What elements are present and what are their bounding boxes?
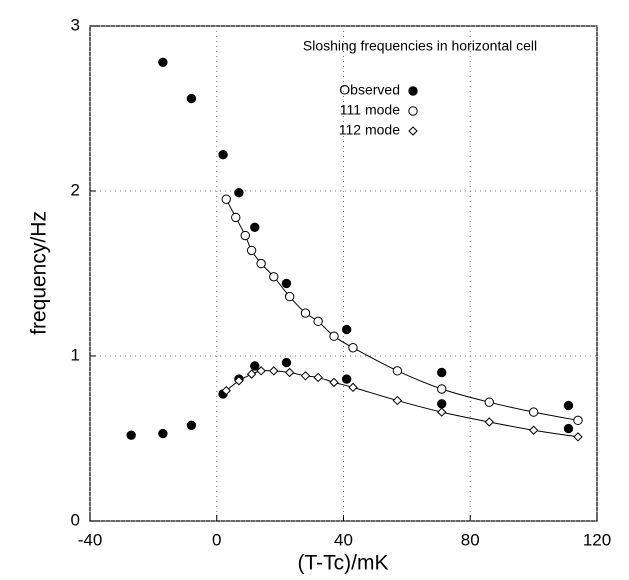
marker — [329, 331, 339, 341]
x-tick-label: 120 — [583, 530, 611, 549]
marker — [281, 278, 292, 289]
marker — [186, 420, 197, 430]
x-tick-label: 0 — [212, 530, 221, 549]
marker — [528, 425, 539, 435]
x-tick-label: 80 — [461, 530, 480, 549]
marker — [284, 291, 295, 302]
legend-marker — [408, 126, 418, 136]
marker — [300, 308, 311, 318]
marker — [563, 423, 574, 434]
marker — [573, 432, 583, 442]
marker — [392, 366, 403, 376]
marker — [392, 395, 403, 406]
marker — [256, 366, 266, 376]
x-tick-label: 40 — [334, 530, 353, 549]
x-tick-label: -40 — [78, 530, 103, 549]
y-tick-label: 0 — [71, 510, 80, 529]
marker — [250, 361, 260, 371]
marker — [281, 357, 292, 368]
legend-marker — [408, 106, 418, 116]
marker — [341, 324, 352, 335]
marker — [437, 367, 447, 378]
marker — [269, 272, 279, 282]
marker — [221, 194, 231, 204]
marker — [484, 397, 494, 407]
y-tick-label: 1 — [71, 345, 80, 364]
marker — [437, 407, 447, 417]
marker — [313, 372, 323, 383]
marker — [269, 366, 279, 376]
fit-line — [225, 370, 579, 438]
legend-marker — [408, 86, 418, 96]
marker — [573, 415, 583, 426]
marker — [246, 369, 257, 379]
marker — [348, 382, 358, 393]
marker — [329, 377, 339, 388]
marker — [234, 376, 244, 386]
annotation: Sloshing frequencies in horizontal cell — [303, 38, 537, 54]
marker — [218, 150, 228, 160]
marker — [313, 316, 323, 327]
marker — [563, 400, 574, 411]
marker — [341, 374, 352, 384]
marker — [250, 222, 260, 233]
marker — [186, 93, 197, 104]
marker — [284, 367, 295, 378]
marker — [234, 187, 244, 198]
marker — [528, 407, 539, 417]
marker — [158, 428, 168, 439]
marker — [437, 399, 447, 409]
fit-line — [225, 199, 579, 421]
marker — [126, 430, 136, 440]
legend-label: Observed — [339, 82, 400, 98]
y-tick-label: 3 — [71, 15, 80, 34]
marker — [246, 245, 257, 256]
marker — [240, 230, 250, 241]
legend-label: 111 mode — [340, 102, 400, 118]
y-axis-label: frequency/Hz — [28, 211, 51, 335]
marker — [231, 212, 241, 223]
marker — [348, 343, 358, 353]
marker — [300, 371, 311, 381]
marker — [158, 57, 168, 67]
marker — [484, 417, 494, 427]
legend-label: 112 mode — [339, 122, 400, 138]
x-axis-label: (T-Tc)/mK — [298, 552, 389, 575]
marker — [256, 258, 266, 269]
marker — [221, 385, 231, 396]
y-tick-label: 2 — [71, 180, 80, 199]
marker — [437, 384, 447, 394]
